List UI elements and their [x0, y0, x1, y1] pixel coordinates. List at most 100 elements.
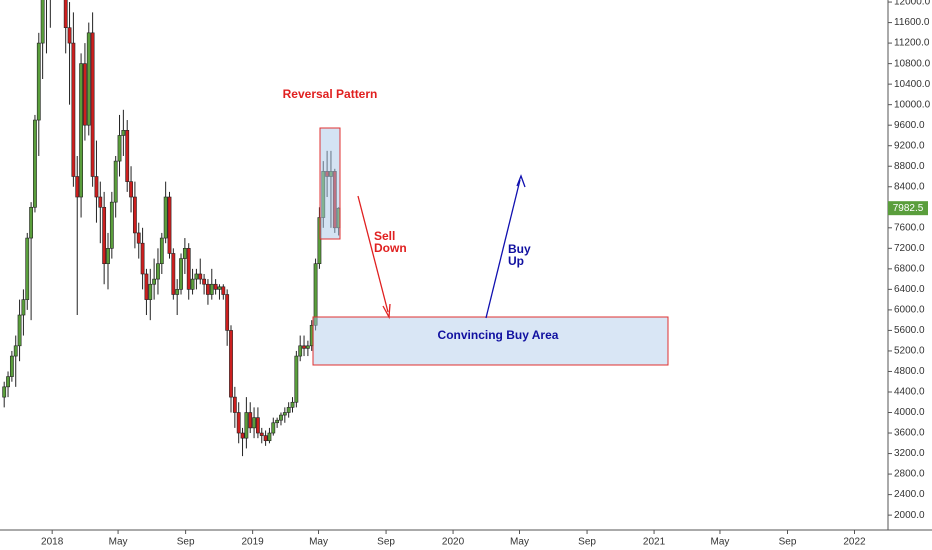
candle-body [282, 412, 287, 416]
candle-body [36, 42, 41, 121]
sell-label: Down [374, 241, 407, 255]
candle-body [294, 355, 299, 403]
candle-body [148, 283, 153, 300]
candle-body [163, 196, 168, 239]
y-tick-label: 2800.0 [894, 469, 925, 480]
candle-body [129, 181, 133, 198]
candle-body [275, 419, 280, 424]
candle-body [313, 263, 318, 326]
candle-body [267, 432, 272, 442]
candle-body [21, 299, 26, 316]
sell-arrow [357, 195, 389, 313]
x-tick-label: Sep [578, 537, 596, 548]
candle-body [302, 345, 306, 349]
candle-body [86, 32, 91, 126]
candle-body [125, 130, 130, 182]
sell-label: Sell [374, 229, 395, 243]
x-tick-label: 2018 [41, 537, 64, 548]
candle-body [113, 160, 118, 203]
buy-area-box [312, 316, 669, 366]
x-tick-label: Sep [377, 537, 395, 548]
y-tick-label: 5600.0 [894, 325, 925, 336]
candle-body [256, 417, 260, 434]
y-tick-label: 5200.0 [894, 346, 925, 357]
candle-body [25, 237, 30, 300]
candle-body [98, 196, 103, 208]
candle-body [259, 432, 264, 436]
y-tick-label: 10800.0 [894, 58, 931, 69]
y-tick-label: 10000.0 [894, 99, 931, 110]
y-tick-label: 7200.0 [894, 243, 925, 254]
candle-body [29, 206, 34, 239]
x-tick-label: Sep [779, 537, 797, 548]
candle-body [182, 248, 187, 259]
candle-body [198, 273, 203, 280]
candle-body [271, 422, 276, 434]
candle-body [217, 286, 222, 290]
candle-body [244, 412, 249, 439]
buy-label: Buy [508, 242, 531, 256]
candle-body [317, 217, 322, 265]
candle-body [6, 376, 10, 388]
y-tick-label: 3200.0 [894, 448, 925, 459]
candle-body [194, 273, 199, 280]
y-tick-label: 9200.0 [894, 140, 925, 151]
buy-area-label: Convincing Buy Area [438, 328, 559, 342]
candle-body [175, 289, 180, 295]
y-tick-label: 8800.0 [894, 161, 925, 172]
candle-body [140, 242, 145, 275]
y-tick-label: 8400.0 [894, 181, 925, 192]
candle-body [152, 278, 157, 285]
candle-body [252, 417, 256, 429]
candle-body [232, 396, 237, 413]
candle-body [90, 32, 95, 177]
y-tick-label: 4800.0 [894, 366, 925, 377]
candle-body [248, 412, 253, 429]
candle-body [286, 407, 291, 413]
candle-body [186, 248, 191, 290]
candle-body [2, 386, 7, 398]
candle-body [305, 345, 310, 349]
candle-body [63, 0, 68, 29]
candle-body [159, 237, 164, 265]
candle-body [33, 119, 37, 208]
candle-body [190, 278, 195, 290]
buy-arrowhead [516, 174, 526, 188]
candle-body [94, 176, 99, 198]
candle-body [13, 345, 18, 357]
candle-body [79, 63, 83, 198]
y-tick-label: 6800.0 [894, 263, 925, 274]
candle-body [263, 435, 268, 442]
y-tick-label: 10400.0 [894, 79, 931, 90]
x-tick-label: Sep [177, 537, 195, 548]
candle-body [67, 27, 72, 44]
x-tick-label: 2020 [442, 537, 465, 548]
candle-body [206, 283, 210, 295]
y-tick-label: 4000.0 [894, 407, 925, 418]
candle-body [75, 176, 80, 198]
y-tick-label: 3600.0 [894, 428, 925, 439]
candle-body [117, 135, 122, 162]
candle-body [209, 283, 214, 295]
candle-body [167, 196, 172, 254]
x-tick-label: 2019 [241, 537, 264, 548]
candle-body [229, 330, 233, 398]
buy-arrow [485, 179, 521, 319]
reversal-box [319, 127, 341, 240]
y-tick-label: 2000.0 [894, 510, 925, 521]
candle-body [106, 248, 110, 265]
candle-body [240, 432, 245, 439]
candle-body [132, 196, 137, 234]
candle-body [171, 253, 176, 295]
candle-body [236, 412, 241, 434]
y-tick-label: 4400.0 [894, 387, 925, 398]
candle-body [279, 414, 283, 421]
candle-body [144, 273, 149, 300]
buy-label: Up [508, 254, 524, 268]
y-tick-label: 2400.0 [894, 489, 925, 500]
y-tick-label: 11600.0 [894, 17, 930, 28]
candle-body [136, 232, 141, 244]
candle-body [102, 206, 107, 265]
